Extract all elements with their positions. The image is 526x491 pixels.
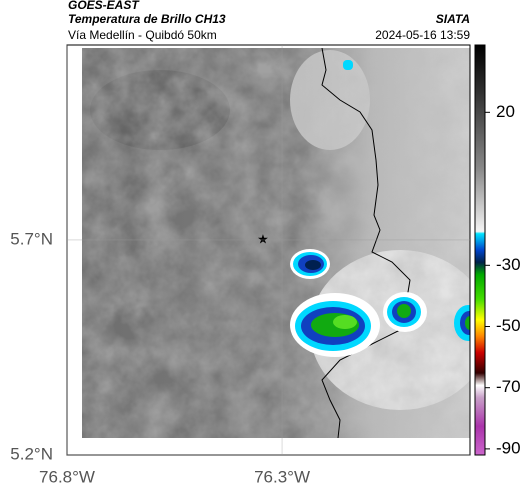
lat-tick-label: 5.2°N bbox=[10, 444, 53, 463]
colorbar-tick-label: -50 bbox=[496, 316, 521, 335]
datetime: 2024-05-16 13:59 bbox=[375, 28, 470, 42]
lon-tick-label: 76.8°W bbox=[39, 467, 95, 486]
colorbar bbox=[474, 44, 486, 456]
location-star: ★ bbox=[257, 231, 269, 246]
lat-tick-label: 5.7°N bbox=[10, 229, 53, 248]
subtitle: Temperatura de Brillo CH13 bbox=[68, 12, 226, 26]
colorbar-tick-label: 20 bbox=[496, 102, 515, 121]
cloud-cells bbox=[290, 60, 470, 357]
title: GOES-EAST bbox=[68, 0, 140, 12]
lon-tick-label: 76.3°W bbox=[254, 467, 310, 486]
source: SIATA bbox=[436, 12, 470, 26]
caption: Vía Medellín - Quibdó 50km bbox=[68, 28, 217, 42]
colorbar-tick-label: -90 bbox=[496, 438, 521, 457]
satellite-image: ★ bbox=[66, 44, 471, 456]
colorbar-tick-label: -70 bbox=[496, 377, 521, 396]
colorbar-tick-label: -30 bbox=[496, 255, 521, 274]
